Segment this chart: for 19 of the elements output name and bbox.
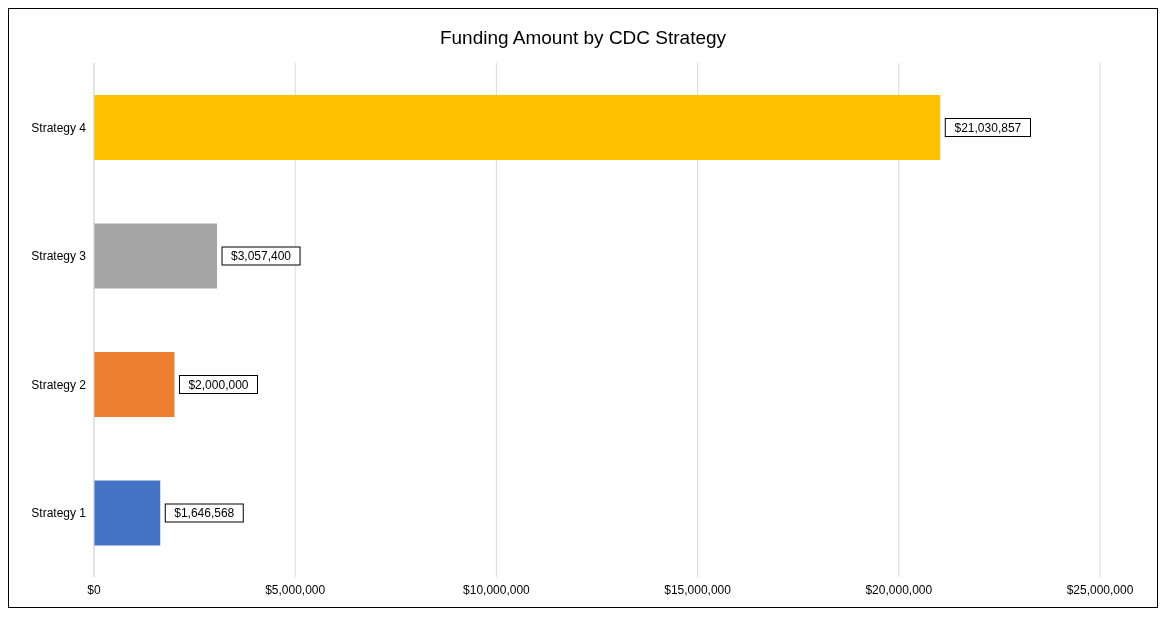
x-tick-label: $5,000,000 (265, 582, 326, 597)
y-tick-label: Strategy 4 (31, 120, 87, 135)
data-label: $21,030,857 (954, 120, 1022, 135)
bar (94, 480, 161, 546)
chart-title: Funding Amount by CDC Strategy (438, 26, 728, 50)
x-tick-label: $0 (87, 582, 101, 597)
y-tick-label: Strategy 3 (31, 249, 87, 264)
data-label: $3,057,400 (231, 249, 292, 263)
y-tick-label: Strategy 2 (31, 377, 87, 392)
data-label: $2,000,000 (188, 377, 249, 392)
bar (94, 95, 941, 160)
x-tick-label: $25,000,000 (1066, 582, 1134, 597)
bar (94, 223, 218, 289)
data-label: $1,646,568 (174, 506, 235, 520)
x-tick-label: $20,000,000 (865, 582, 933, 597)
y-tick-label: Strategy 1 (31, 506, 87, 521)
x-tick-label: $10,000,000 (463, 582, 531, 597)
bar (94, 352, 175, 417)
x-tick-label: $15,000,000 (664, 582, 732, 597)
